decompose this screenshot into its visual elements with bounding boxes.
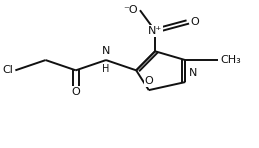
Text: H: H [102,65,110,74]
Text: ⁻O: ⁻O [123,5,138,15]
Text: CH₃: CH₃ [221,55,241,65]
Text: O: O [145,77,153,86]
Text: N: N [189,68,197,78]
Text: N: N [102,46,110,56]
Text: Cl: Cl [2,65,13,75]
Text: O: O [190,17,199,27]
Text: N⁺: N⁺ [148,26,162,36]
Text: O: O [71,87,80,97]
